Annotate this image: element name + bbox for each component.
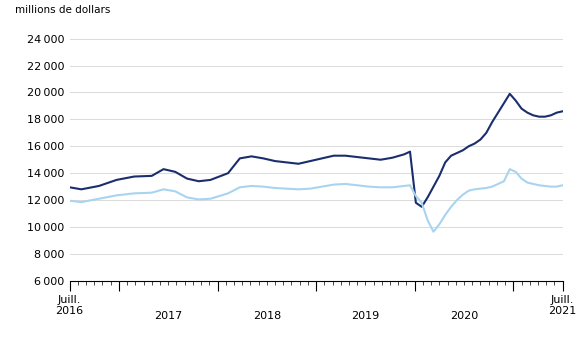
Text: 2019: 2019 <box>351 311 379 321</box>
Text: 2020: 2020 <box>450 311 478 321</box>
Text: 2018: 2018 <box>253 311 281 321</box>
Text: millions de dollars: millions de dollars <box>15 5 111 15</box>
Text: 2017: 2017 <box>154 311 182 321</box>
